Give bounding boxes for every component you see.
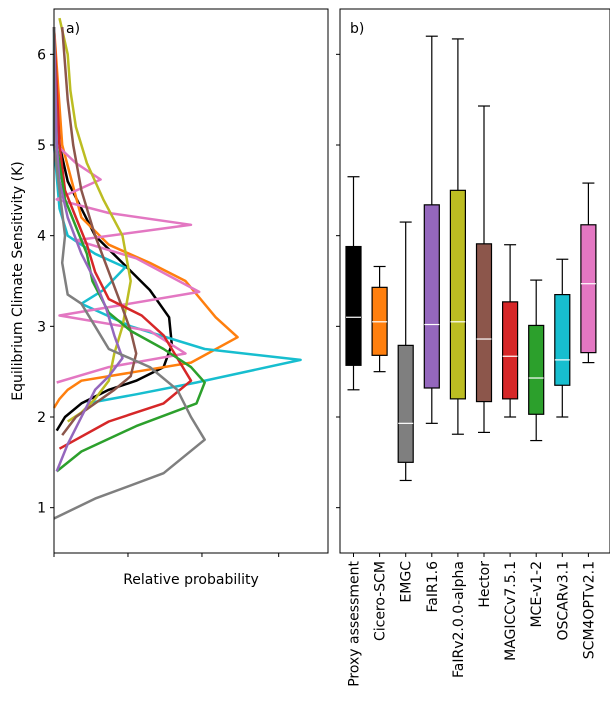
y-tick-label: 4 [37, 229, 46, 245]
boxplot [475, 105, 493, 434]
y-tick-label: 1 [37, 501, 46, 517]
boxplot [449, 38, 466, 435]
box-iqr [554, 294, 571, 386]
boxplot [397, 221, 414, 482]
boxplot [580, 182, 597, 364]
box-iqr [423, 204, 440, 389]
panel-a: 1 2 3 4 5 6 a) Relative probability Equilibri… [10, 8, 329, 588]
panel-b-label: b) [350, 21, 364, 37]
panel-b: Proxy assessment Cicero-SCM EMGC FaIR1.6 FaI… [336, 8, 610, 687]
panel-b-frame [339, 8, 610, 554]
boxplot [528, 279, 545, 442]
panel-a-label: a) [66, 21, 80, 37]
probability-curve [58, 17, 132, 423]
category-label: FaIRv2.0.0-alpha [451, 561, 467, 678]
category-label: OSCARv3.1 [555, 561, 571, 641]
probability-curve [52, 27, 239, 409]
boxplot [554, 258, 571, 418]
y-axis-label: Equilibrium Climate Sensitivity (K) [10, 161, 26, 401]
box-iqr [502, 301, 519, 400]
x-axis-label: Relative probability [123, 572, 259, 588]
probability-curve [52, 27, 193, 450]
probability-curves [52, 17, 302, 520]
box-iqr [580, 224, 597, 354]
boxplot [371, 265, 388, 373]
category-label: MAGICCv7.5.1 [503, 561, 519, 661]
category-label: Hector [477, 561, 493, 608]
probability-curve [52, 27, 124, 472]
category-label: Cicero-SCM [373, 561, 389, 641]
panel-a-y-ticks: 1 2 3 4 5 6 [37, 47, 54, 517]
category-label: SCM4OPTv2.1 [581, 561, 597, 659]
panel-a-frame [53, 8, 329, 554]
category-label: MCE-v1-2 [529, 561, 545, 628]
probability-curve [60, 27, 138, 436]
box-iqr [449, 189, 466, 400]
panel-a-x-ticks [53, 553, 280, 557]
boxplot [423, 35, 440, 424]
probability-curve [52, 27, 206, 473]
panel-b-y-ticks [336, 53, 340, 509]
boxplot [345, 176, 362, 391]
box-iqr [397, 344, 414, 463]
boxplot [502, 244, 519, 418]
probability-curve [52, 27, 206, 520]
box-iqr [475, 243, 493, 403]
y-tick-label: 5 [37, 138, 46, 154]
y-tick-label: 6 [37, 47, 46, 63]
category-label: EMGC [399, 561, 415, 603]
probability-curve [52, 27, 302, 405]
y-tick-label: 2 [37, 410, 46, 426]
box-iqr [528, 324, 545, 415]
category-label: Proxy assessment [347, 560, 363, 686]
probability-curve [52, 27, 201, 384]
boxplots [345, 35, 597, 482]
box-iqr [345, 245, 362, 366]
y-tick-label: 3 [37, 319, 46, 335]
panel-b-category-labels: Proxy assessment Cicero-SCM EMGC FaIR1.6 FaI… [347, 553, 597, 687]
category-label: FaIR1.6 [425, 561, 441, 613]
